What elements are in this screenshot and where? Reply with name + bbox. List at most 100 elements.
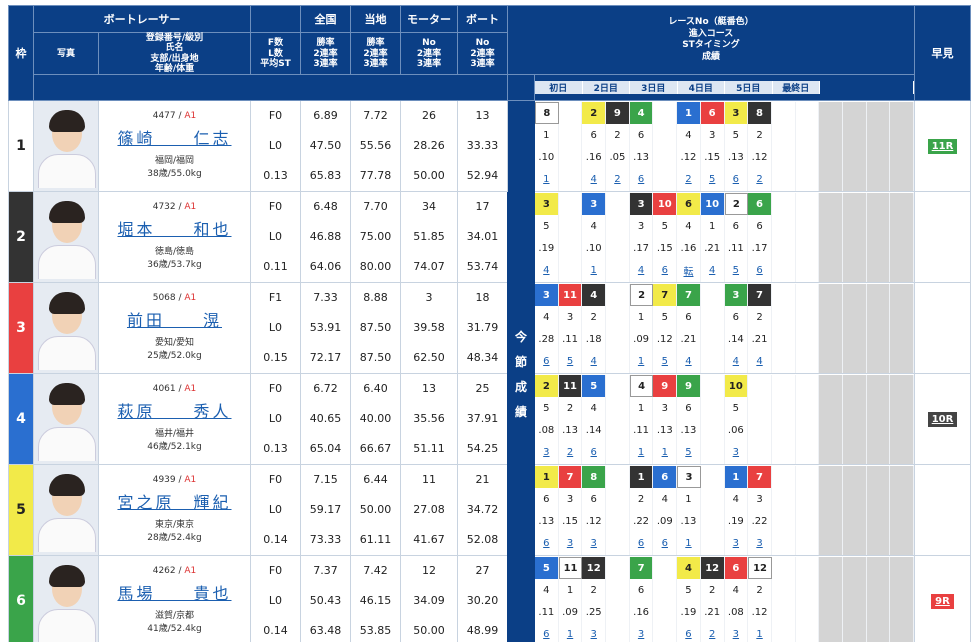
result-link[interactable]: 5: [677, 441, 701, 464]
result-link[interactable]: 5: [725, 259, 749, 282]
hayami-link[interactable]: 11R: [927, 138, 958, 154]
motor-stats: 3 39.58 62.50: [400, 282, 458, 375]
result-link[interactable]: 6: [677, 623, 701, 642]
result-cell: [890, 532, 914, 555]
racer-name-link[interactable]: 堀本 和也: [117, 219, 232, 239]
result-link[interactable]: 5: [653, 350, 678, 373]
result-cell: [772, 510, 796, 533]
result-cell: [796, 397, 820, 420]
result-link[interactable]: 1: [582, 259, 607, 282]
result-link[interactable]: 6: [630, 532, 654, 555]
result-cell: [819, 215, 843, 238]
result-cell: 1: [630, 397, 654, 420]
result-cell: [890, 283, 914, 307]
result-link[interactable]: 1: [677, 532, 701, 555]
result-link[interactable]: 2: [748, 168, 772, 191]
result-cell: [796, 488, 820, 511]
racer-row: 1 4477 / A1 篠崎 仁志 福岡/福岡 38歳/55.0kg F0 L0 0.1…: [8, 100, 971, 642]
result-cell: [559, 168, 583, 191]
result-cell: [772, 306, 796, 329]
result-link[interactable]: 1: [535, 168, 559, 191]
result-link[interactable]: 1: [559, 623, 583, 642]
result-link[interactable]: 1: [630, 350, 654, 373]
result-cell: 3: [559, 488, 583, 511]
result-cell: [606, 259, 630, 282]
result-link[interactable]: 4: [701, 259, 725, 282]
racer-photo: [33, 282, 99, 375]
result-link[interactable]: 3: [725, 532, 749, 555]
race-no-cell: 11: [558, 556, 583, 580]
result-link[interactable]: 5: [701, 168, 725, 191]
racer-info: 5068 / A1 前田 滉 愛知/愛知 25歳/52.0kg: [98, 282, 251, 375]
result-link[interactable]: 2: [701, 623, 725, 642]
result-link[interactable]: 3: [748, 532, 772, 555]
result-link[interactable]: 2: [559, 441, 583, 464]
result-cell: [866, 124, 891, 147]
result-link[interactable]: 5: [559, 350, 583, 373]
result-cell: [866, 328, 891, 351]
result-cell: [772, 579, 796, 602]
day-header-4: 4日目: [677, 81, 725, 95]
racer-name-link[interactable]: 篠崎 仁志: [117, 128, 232, 148]
result-cell: .13: [653, 419, 678, 442]
result-link[interactable]: 転: [677, 259, 701, 282]
result-link[interactable]: 1: [748, 623, 772, 642]
result-link[interactable]: 6: [653, 259, 678, 282]
result-cell: 2: [582, 579, 607, 602]
result-cell: [866, 510, 891, 533]
racer-name-link[interactable]: 前田 滉: [126, 310, 222, 330]
result-link[interactable]: 6: [653, 532, 678, 555]
result-link[interactable]: 6: [535, 623, 559, 642]
result-cell: [866, 283, 891, 307]
result-link[interactable]: 6: [725, 168, 749, 191]
result-link[interactable]: 4: [535, 259, 559, 282]
result-link[interactable]: 3: [630, 623, 654, 642]
result-link[interactable]: 4: [582, 350, 607, 373]
racer-name-link[interactable]: 馬場 貴也: [117, 583, 232, 603]
result-link[interactable]: 6: [630, 168, 654, 191]
result-link[interactable]: 3: [559, 532, 583, 555]
result-link[interactable]: 3: [725, 441, 749, 464]
result-cell: .19: [535, 237, 559, 260]
fl-stats: F1 L0 0.15: [250, 282, 301, 375]
result-cell: [796, 623, 820, 642]
result-cell: [606, 397, 630, 420]
result-cell: [701, 328, 725, 351]
result-link[interactable]: 1: [653, 441, 678, 464]
racer-info: 4061 / A1 萩原 秀人 福井/福井 46歳/52.1kg: [98, 373, 251, 466]
result-cell: [842, 259, 867, 282]
result-link[interactable]: 4: [582, 168, 607, 191]
racer-name-link[interactable]: 宮之原 輝紀: [117, 492, 232, 512]
racer-sub-header: 登録番号/級別 氏名 支部/出身地 年齢/体重: [98, 31, 251, 76]
race-results: 3 3 3 10 6 10 2 6 5 4 3 5 4 1 6 6.19.10.17.15.16.21.11.…: [534, 191, 915, 284]
result-cell: [606, 328, 630, 351]
result-link[interactable]: 4: [748, 350, 772, 373]
result-link[interactable]: 2: [606, 168, 630, 191]
result-link[interactable]: 1: [630, 441, 654, 464]
result-link[interactable]: 6: [535, 532, 559, 555]
racer-name-link[interactable]: 萩原 秀人: [117, 401, 232, 421]
hayami-link[interactable]: 10R: [927, 411, 958, 427]
result-link[interactable]: 3: [725, 623, 749, 642]
result-link[interactable]: 6: [748, 259, 772, 282]
race-no-cell: 6: [724, 556, 749, 580]
result-cell: .11: [630, 419, 654, 442]
result-cell: [701, 532, 725, 555]
result-link[interactable]: 6: [582, 441, 607, 464]
result-link[interactable]: 3: [535, 441, 559, 464]
result-link[interactable]: 3: [582, 532, 607, 555]
result-link[interactable]: 4: [725, 350, 749, 373]
waku-number: 4: [8, 373, 34, 466]
waku-number: 2: [8, 191, 34, 284]
result-link[interactable]: 6: [535, 350, 559, 373]
result-link[interactable]: 4: [630, 259, 654, 282]
result-cell: 5: [535, 215, 559, 238]
result-link[interactable]: 4: [677, 350, 701, 373]
hayami-link[interactable]: 9R: [931, 593, 954, 609]
result-cell: [772, 441, 796, 464]
result-link[interactable]: 3: [582, 623, 607, 642]
result-cell: 1: [535, 124, 559, 147]
race-no-cell: 2: [629, 283, 654, 307]
result-link[interactable]: 2: [677, 168, 701, 191]
result-cell: .12: [582, 510, 607, 533]
